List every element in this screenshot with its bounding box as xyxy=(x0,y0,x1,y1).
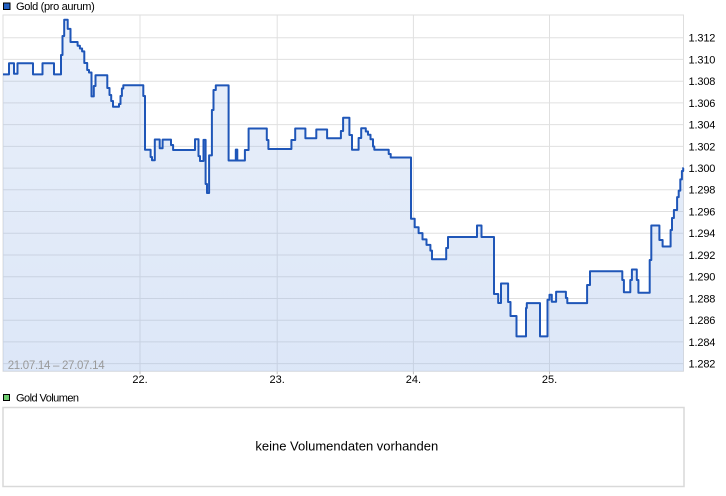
svg-text:keine Volumendaten vorhanden: keine Volumendaten vorhanden xyxy=(255,439,438,454)
svg-text:1.288: 1.288 xyxy=(689,293,716,305)
svg-text:1.290: 1.290 xyxy=(689,272,716,284)
svg-text:23.: 23. xyxy=(270,374,285,386)
svg-text:1.300: 1.300 xyxy=(689,163,716,175)
svg-text:1.304: 1.304 xyxy=(689,120,716,132)
svg-text:Gold Volumen: Gold Volumen xyxy=(16,393,79,405)
svg-text:1.310: 1.310 xyxy=(689,54,716,66)
svg-text:1.286: 1.286 xyxy=(689,315,716,327)
svg-text:1.296: 1.296 xyxy=(689,206,716,218)
svg-text:25.: 25. xyxy=(542,374,557,386)
svg-text:22.: 22. xyxy=(132,374,147,386)
svg-text:1.292: 1.292 xyxy=(689,250,716,262)
svg-text:1.284: 1.284 xyxy=(689,337,716,349)
svg-text:21.07.14 – 27.07.14: 21.07.14 – 27.07.14 xyxy=(8,360,106,372)
svg-text:Gold (pro aurum): Gold (pro aurum) xyxy=(16,1,94,13)
svg-text:1.308: 1.308 xyxy=(689,76,716,88)
svg-text:1.282: 1.282 xyxy=(689,359,716,371)
svg-text:1.306: 1.306 xyxy=(689,98,716,110)
svg-text:24.: 24. xyxy=(406,374,421,386)
svg-text:1.302: 1.302 xyxy=(689,141,716,153)
svg-text:1.294: 1.294 xyxy=(689,228,716,240)
svg-text:1.312: 1.312 xyxy=(689,33,716,45)
svg-text:1.298: 1.298 xyxy=(689,185,716,197)
